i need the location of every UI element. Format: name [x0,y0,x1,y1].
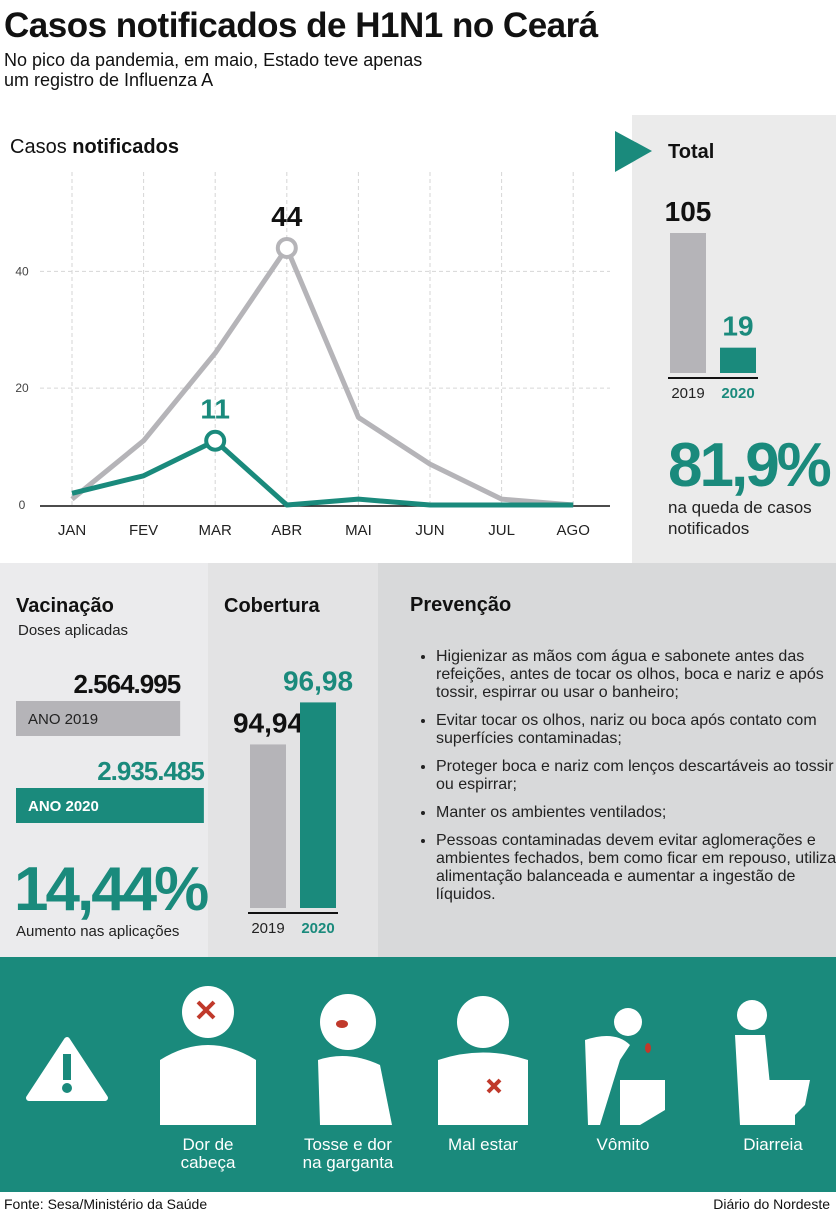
highlight: 81,9% [668,431,831,500]
bar [16,701,181,736]
symptom-label: Tosse e dor na garganta [302,1135,394,1172]
x-tick-label: ABR [271,522,302,539]
source: Fonte: Sesa/Ministério da Saúde [4,1196,208,1212]
highlight-text: Aumento nas aplicações [16,923,179,940]
symptom-label: Mal estar [448,1135,518,1154]
x-tick-label: MAI [345,522,372,539]
line [71,438,574,508]
total-panel [632,115,836,563]
chart-title: Total [668,141,714,163]
prevention-item: Higienizar as mãos com água e sabonete a… [436,648,836,702]
prevention-item: Proteger boca e nariz com lenços descart… [436,758,836,794]
data-label: 2.564.995 [73,669,180,699]
bar-label: ANO 2019 [28,711,98,728]
x-tick-label: JAN [58,522,86,539]
line [70,245,574,508]
title-part: notificados [72,136,179,158]
symptom-label: Diarreia [743,1135,803,1154]
title: Casos notificados de H1N1 no Ceará [4,6,598,45]
data-label: 2.935.485 [97,756,204,786]
data-label: 94,94 [233,707,303,738]
x-tick-label: JUL [488,522,515,539]
x-tick-label: 2019 [671,385,704,402]
prevention-title: Prevenção [410,594,512,616]
y-tick-label: 20 [15,381,29,395]
y-tick-label: 0 [19,498,26,512]
point-marker [204,429,227,452]
data-label: 96,98 [283,665,353,696]
chart-subtitle: Doses aplicadas [18,622,128,639]
x-tick-label: MAR [199,522,233,539]
symptom-label: Dor de cabeça [180,1135,236,1172]
x-tick-label: 2020 [301,920,334,937]
prevention-panel [378,563,836,957]
brand: Diário do Nordeste [713,1196,830,1212]
bar [16,788,204,823]
x-tick-label: JUN [415,522,444,539]
bar [670,233,706,373]
point-marker [275,236,298,259]
pointer [615,131,652,172]
chart-title: Vacinação [16,595,114,617]
y-tick-label: 40 [15,264,29,278]
bar [300,702,336,908]
symptom-label: Vômito [596,1135,650,1154]
x-tick-label: FEV [129,522,158,539]
symptoms-band [0,957,836,1192]
chart-title: Cobertura [224,595,320,617]
bar [720,347,756,373]
data-label: 105 [665,196,712,227]
subtitle: No pico da pandemia, em maio, Estado tev… [4,50,423,90]
highlight: 14,44% [14,855,208,924]
x-tick-label: AGO [557,522,590,539]
prevention-list: Higienizar as mãos com água e sabonete a… [410,648,836,914]
symptom-icons [26,986,810,1125]
data-label: 11 [200,394,230,425]
coverage-panel [208,563,378,957]
x-tick-label: 2019 [251,920,284,937]
bar-label: ANO 2020 [28,798,99,815]
data-label: 19 [722,311,753,342]
vaccination-panel [0,563,208,957]
bar [250,744,286,908]
title-part: Casos [10,136,67,158]
total-note: na queda de casos notificados [668,498,812,538]
chart-title: Casos notificados [10,136,179,158]
x-tick-label: 2020 [721,385,754,402]
prevention-item: Evitar tocar os olhos, nariz ou boca apó… [436,712,836,748]
prevention-item: Pessoas contaminadas devem evitar aglome… [436,832,836,904]
data-label: 44 [271,201,303,232]
prevention-item: Manter os ambientes ventilados; [436,804,836,822]
